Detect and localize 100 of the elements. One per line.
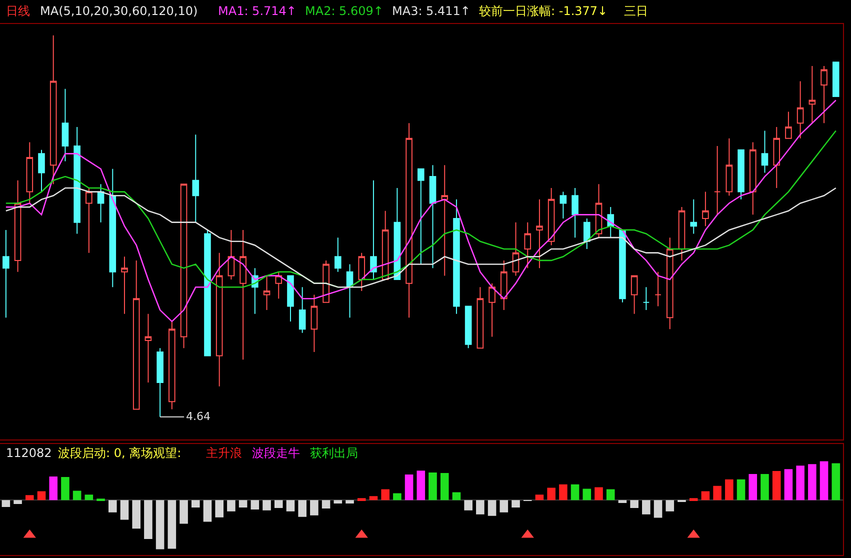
bar xyxy=(725,479,734,500)
bar xyxy=(416,470,426,500)
bar xyxy=(476,500,484,514)
bar xyxy=(168,500,176,549)
text: MA3: 5.411↑ xyxy=(392,4,470,18)
candlestick xyxy=(204,229,211,356)
candlestick xyxy=(512,222,520,276)
bar xyxy=(238,500,248,508)
bar xyxy=(310,500,318,516)
bar xyxy=(191,500,200,508)
bar xyxy=(37,491,46,500)
candlestick xyxy=(761,130,768,174)
candlestick xyxy=(2,229,10,318)
bar xyxy=(203,500,212,522)
bar xyxy=(547,488,556,500)
candlestick xyxy=(382,210,389,280)
bar xyxy=(84,494,94,500)
bar xyxy=(346,500,354,504)
candlestick xyxy=(192,134,200,223)
candlestick xyxy=(287,275,294,322)
candlestick xyxy=(180,184,188,349)
bar xyxy=(630,500,638,508)
bar xyxy=(227,500,236,512)
bar xyxy=(784,469,793,500)
bar xyxy=(642,500,650,514)
bar xyxy=(440,473,449,500)
candlestick xyxy=(642,286,650,311)
bar xyxy=(689,498,698,501)
candlestick xyxy=(86,187,92,254)
candlestick xyxy=(690,198,698,234)
text: 波段走牛 xyxy=(252,446,300,460)
candlestick xyxy=(714,146,721,216)
candlestick xyxy=(429,164,436,269)
candlestick xyxy=(524,222,532,269)
candlestick xyxy=(298,286,306,334)
bar xyxy=(393,493,402,500)
candlestick xyxy=(14,180,22,272)
candlestick xyxy=(678,206,686,261)
bar xyxy=(748,474,758,500)
text: MA1: 5.714↑ xyxy=(218,4,296,18)
bar xyxy=(61,476,70,500)
text: MA2: 5.609↑ xyxy=(305,4,384,18)
bar xyxy=(2,500,10,507)
text: 三日 xyxy=(624,4,648,18)
bar xyxy=(582,488,592,500)
bar xyxy=(108,500,117,512)
candlestick xyxy=(441,164,448,276)
candlestick xyxy=(275,271,282,300)
candlestick xyxy=(749,142,756,216)
chart-title: 日线 xyxy=(6,4,30,18)
bar xyxy=(144,500,152,539)
chart-title: 112082 xyxy=(6,446,52,460)
candlestick xyxy=(322,260,330,303)
chart-subtitle: 波段启动: 0, 离场观望: xyxy=(58,446,182,460)
candlestick xyxy=(144,313,152,383)
bar xyxy=(250,500,260,510)
bar xyxy=(654,500,662,518)
bar xyxy=(701,491,710,500)
candlestick xyxy=(310,294,318,352)
candlestick xyxy=(738,149,744,200)
bar xyxy=(796,466,804,500)
bar xyxy=(464,500,472,510)
bar xyxy=(215,500,224,518)
bar xyxy=(369,496,378,500)
bar xyxy=(820,461,828,500)
candlestick xyxy=(832,62,840,97)
candlestick xyxy=(654,271,662,307)
candlestick xyxy=(74,126,80,234)
text: 获利出局 xyxy=(310,446,358,460)
candlestick xyxy=(370,180,377,280)
candlestick xyxy=(38,149,45,192)
candlestick xyxy=(240,229,246,360)
candlestick xyxy=(560,191,567,220)
bar xyxy=(298,500,306,517)
bar xyxy=(736,479,746,500)
bar xyxy=(132,500,140,529)
bar xyxy=(49,476,58,500)
bar xyxy=(180,500,188,524)
candlestick xyxy=(476,286,484,349)
candlestick xyxy=(62,88,69,162)
text: 主升浪 xyxy=(206,446,242,460)
bar xyxy=(334,500,342,504)
bar xyxy=(559,484,568,500)
candlestick xyxy=(346,264,354,318)
bar xyxy=(381,489,390,500)
bar xyxy=(832,463,840,500)
candlestick xyxy=(773,126,780,188)
bar xyxy=(772,471,781,500)
bar xyxy=(156,500,164,550)
candlestick xyxy=(228,229,235,280)
bar xyxy=(594,487,603,500)
bar xyxy=(428,472,437,500)
candlestick xyxy=(121,256,128,314)
bar xyxy=(120,500,129,520)
annotation: 4.64 xyxy=(186,410,210,423)
candlestick xyxy=(168,320,176,410)
bar xyxy=(808,464,816,500)
bar xyxy=(488,500,496,516)
candlestick xyxy=(619,229,626,303)
candlestick xyxy=(583,218,590,250)
